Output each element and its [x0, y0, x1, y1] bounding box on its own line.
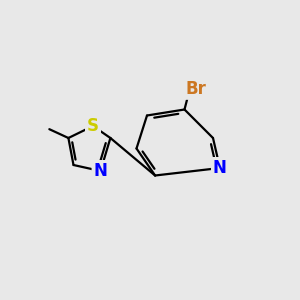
- Text: S: S: [87, 117, 99, 135]
- Text: Br: Br: [186, 80, 207, 98]
- Text: N: N: [213, 159, 227, 177]
- Text: N: N: [94, 162, 107, 180]
